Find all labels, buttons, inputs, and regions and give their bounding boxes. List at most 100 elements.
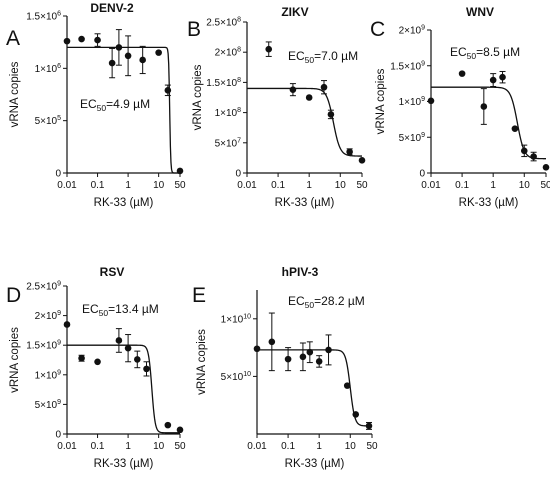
data-point (365, 422, 373, 430)
data-point (325, 346, 332, 354)
y-axis-label: vRNA copies (192, 64, 204, 130)
x-tick-label: 1 (125, 180, 131, 191)
data-point (343, 382, 351, 389)
data-point (176, 426, 184, 434)
ec50-annotation: EC50=7.0 µM (288, 49, 358, 65)
y-axis-label: vRNA copies (375, 68, 387, 134)
fit-curve (67, 46, 180, 174)
data-point (320, 83, 328, 91)
x-axis-label: RK-33 (µM) (459, 197, 519, 209)
y-tick-label: 0 (55, 430, 61, 441)
data-point (489, 76, 497, 84)
x-tick-label: 10 (335, 180, 347, 191)
panel-letter: E (192, 284, 206, 307)
panel-letter: C (370, 18, 385, 41)
data-point (94, 358, 101, 366)
panel-letter: A (6, 27, 20, 50)
data-point (346, 148, 353, 156)
data-point (78, 35, 85, 43)
y-tick-label: 1×108 (215, 107, 242, 119)
data-point (358, 157, 366, 164)
x-tick-label: 0.01 (57, 441, 77, 452)
ec50-annotation: EC50=4.9 µM (80, 97, 150, 113)
x-tick-label: 50 (174, 180, 186, 191)
x-tick-label: 1 (125, 441, 131, 452)
ec50-annotation: EC50=8.5 µM (450, 45, 520, 61)
data-point (115, 337, 123, 344)
y-tick-label: 1×109 (35, 369, 62, 381)
panel-letter: D (6, 284, 21, 307)
data-point (315, 358, 323, 365)
data-point (139, 56, 146, 64)
x-tick-label: 1 (316, 441, 322, 452)
fit-curve (247, 87, 362, 157)
y-tick-label: 2.5×108 (206, 17, 241, 29)
data-point (124, 52, 132, 60)
data-point (268, 338, 276, 346)
x-tick-label: 10 (153, 441, 165, 452)
y-axis-label: vRNA copies (196, 329, 208, 395)
data-point (520, 147, 528, 155)
y-tick-label: 2.5×109 (26, 281, 61, 293)
y-tick-label: 1.5×109 (390, 60, 425, 72)
panel-title: DENV-2 (90, 1, 134, 15)
x-tick-label: 0.1 (91, 180, 105, 191)
data-point (458, 70, 466, 77)
x-axis-label: RK-33 (µM) (94, 458, 154, 470)
x-tick-label: 0.1 (91, 441, 105, 452)
x-tick-label: 1 (490, 180, 496, 191)
panel-title: ZIKV (281, 5, 308, 19)
data-point (164, 421, 172, 429)
data-point (115, 44, 123, 51)
chart-panel-c: C WNV 0.01 0.1 1 10 50 0 5×109 1×109 1.5×109 2×109 R… (370, 5, 550, 209)
fit-curve (67, 344, 180, 434)
y-tick-label: 1.5×108 (206, 77, 241, 89)
y-tick-label: 1.5×109 (26, 340, 61, 352)
y-tick-label: 2×109 (35, 310, 62, 322)
data-point (133, 356, 141, 363)
data-point (427, 97, 435, 105)
panel-title: RSV (100, 265, 125, 279)
data-point (289, 86, 297, 93)
ec50-annotation: EC50=28.2 µM (288, 294, 365, 310)
x-axis-label: RK-33 (µM) (275, 197, 335, 209)
x-tick-label: 10 (153, 180, 165, 191)
y-tick-label: 5×1010 (221, 371, 251, 383)
x-tick-label: 50 (540, 180, 550, 191)
fit-curve (431, 86, 547, 160)
y-tick-label: 1×109 (399, 96, 426, 108)
x-tick-label: 0.1 (271, 180, 285, 191)
data-point (78, 354, 85, 362)
ec50-annotation: EC50=13.4 µM (82, 302, 159, 318)
x-tick-label: 10 (345, 441, 357, 452)
data-point (265, 45, 273, 53)
x-tick-label: 50 (356, 180, 368, 191)
y-tick-label: 0 (419, 169, 425, 180)
panel-title: hPIV-3 (282, 265, 319, 279)
x-axis-label: RK-33 (µM) (285, 458, 345, 470)
y-tick-label: 1×106 (35, 63, 62, 75)
data-point (176, 167, 184, 175)
data-point (63, 37, 71, 45)
data-point (530, 153, 537, 160)
x-tick-label: 50 (174, 441, 186, 452)
data-point (108, 59, 116, 67)
y-tick-label: 5×109 (35, 399, 62, 411)
y-axis-label: vRNA copies (9, 327, 21, 393)
x-tick-label: 0.01 (237, 180, 257, 191)
y-tick-label: 5×105 (35, 115, 62, 127)
data-point (164, 87, 172, 94)
x-tick-label: 0.01 (57, 180, 77, 191)
y-tick-label: 2×108 (215, 47, 242, 59)
data-point (253, 345, 261, 353)
y-tick-label: 0 (235, 169, 241, 180)
data-point (63, 321, 71, 328)
data-point (305, 94, 313, 101)
x-tick-label: 50 (366, 441, 378, 452)
fit-curve (257, 349, 372, 427)
data-point (480, 103, 488, 110)
data-point (511, 125, 519, 132)
x-tick-label: 0.01 (421, 180, 441, 191)
data-point (143, 365, 150, 373)
